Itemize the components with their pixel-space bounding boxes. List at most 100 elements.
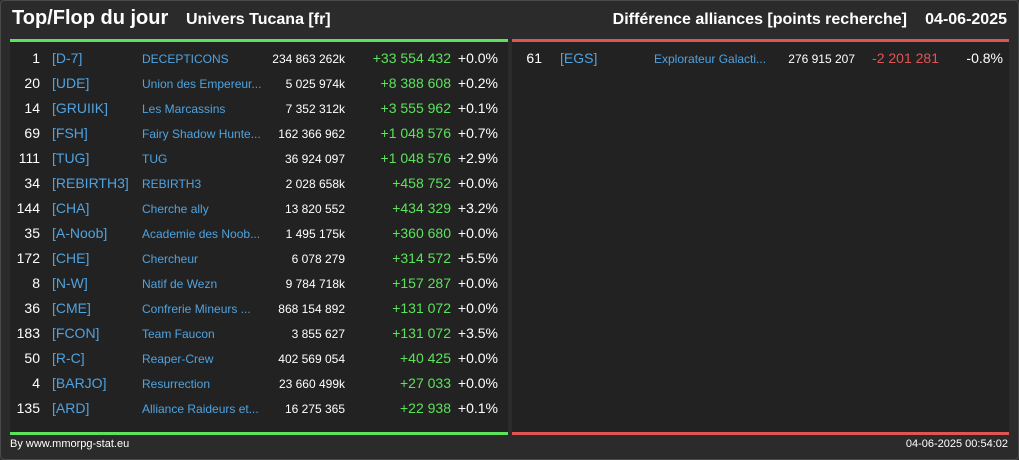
percent-cell: +3.2%: [457, 200, 498, 216]
alliance-name-link[interactable]: REBIRTH3: [142, 177, 202, 191]
table-row: 4 [BARJO] Resurrection 23 660 499k +27 033 +0…: [10, 372, 508, 397]
rank-cell: 20: [24, 75, 40, 91]
points-cell: 6 078 279: [291, 252, 345, 266]
delta-cell: +157 287: [392, 275, 451, 291]
delta-cell: +8 388 608: [380, 75, 451, 91]
percent-cell: +3.5%: [457, 325, 498, 341]
table-row: 183 [FCON] Team Faucon 3 855 627 +131 072 +3.…: [10, 322, 508, 347]
delta-cell: +22 938: [400, 400, 451, 416]
rank-cell: 1: [32, 50, 40, 66]
points-cell: 9 784 718k: [285, 277, 345, 291]
delta-cell: +434 329: [392, 200, 451, 216]
alliance-tag-link[interactable]: [CHA]: [52, 200, 90, 216]
alliance-tag-link[interactable]: [R-C]: [52, 350, 85, 366]
table-row: 35 [A-Noob] Academie des Noob... 1 495 175k…: [10, 222, 508, 247]
alliance-tag-link[interactable]: [REBIRTH3]: [52, 175, 129, 191]
points-cell: 402 569 054: [278, 352, 345, 366]
delta-cell: +33 554 432: [372, 50, 451, 66]
delta-cell: -2 201 281: [872, 50, 939, 66]
universe-label: Univers Tucana [fr]: [186, 11, 331, 28]
points-cell: 2 028 658k: [285, 177, 345, 191]
delta-cell: +131 072: [392, 325, 451, 341]
percent-cell: +0.0%: [457, 50, 498, 66]
alliance-tag-link[interactable]: [BARJO]: [52, 375, 107, 391]
alliance-tag-link[interactable]: [FSH]: [52, 125, 88, 141]
alliance-name-link[interactable]: TUG: [142, 152, 168, 166]
top-divider: [10, 39, 508, 42]
footer-timestamp: 04-06-2025 00:54:02: [905, 438, 1008, 450]
alliance-name-link[interactable]: Confrerie Mineurs ...: [142, 302, 251, 316]
top-divider-bottom: [10, 432, 508, 435]
alliance-name-link[interactable]: Natif de Wezn: [142, 277, 218, 291]
flop-divider: [512, 39, 1009, 42]
rank-cell: 36: [24, 300, 40, 316]
percent-cell: -0.8%: [966, 50, 1003, 66]
alliance-name-link[interactable]: Les Marcassins: [142, 102, 226, 116]
delta-cell: +40 425: [400, 350, 451, 366]
alliance-tag-link[interactable]: [FCON]: [52, 325, 100, 341]
table-row: 69 [FSH] Fairy Shadow Hunte... 162 366 962 +…: [10, 122, 508, 147]
percent-cell: +0.2%: [457, 75, 498, 91]
rank-cell: 8: [32, 275, 40, 291]
points-cell: 36 924 097: [284, 152, 345, 166]
table-row: 34 [REBIRTH3] REBIRTH3 2 028 658k +458 752 +0…: [10, 172, 508, 197]
alliance-tag-link[interactable]: [A-Noob]: [52, 225, 108, 241]
percent-cell: +0.1%: [457, 100, 498, 116]
alliance-tag-link[interactable]: [CME]: [52, 300, 91, 316]
points-cell: 1 495 175k: [285, 227, 345, 241]
points-cell: 276 915 207: [788, 52, 855, 66]
table-row: 61 [EGS] Explorateur Galacti... 276 915 207…: [512, 47, 1009, 72]
table-row: 111 [TUG] TUG 36 924 097 +1 048 576 +2.9%: [10, 147, 508, 172]
table-row: 8 [N-W] Natif de Wezn 9 784 718k +157 287 +0.…: [10, 272, 508, 297]
points-cell: 16 275 365: [284, 402, 345, 416]
rank-cell: 135: [16, 400, 40, 416]
alliance-name-link[interactable]: Reaper-Crew: [142, 352, 214, 366]
percent-cell: +0.1%: [457, 400, 498, 416]
alliance-name-link[interactable]: Alliance Raideurs et...: [142, 402, 259, 416]
points-cell: 7 352 312k: [285, 102, 345, 116]
percent-cell: +0.0%: [457, 350, 498, 366]
delta-cell: +3 555 962: [380, 100, 451, 116]
alliance-tag-link[interactable]: [CHE]: [52, 250, 90, 266]
points-cell: 5 025 974k: [285, 77, 345, 91]
alliance-name-link[interactable]: DECEPTICONS: [142, 52, 229, 66]
delta-cell: +360 680: [392, 225, 451, 241]
rank-cell: 69: [24, 125, 40, 141]
top-panel: 1 [D-7] DECEPTICONS 234 863 262k +33 554 432…: [10, 39, 508, 435]
alliance-name-link[interactable]: Union des Empereur...: [142, 77, 262, 91]
rank-cell: 50: [24, 350, 40, 366]
points-cell: 13 820 552: [284, 202, 345, 216]
table-row: 50 [R-C] Reaper-Crew 402 569 054 +40 425 +0.0…: [10, 347, 508, 372]
alliance-name-link[interactable]: Chercheur: [142, 252, 199, 266]
points-cell: 3 855 627: [291, 327, 345, 341]
points-cell: 162 366 962: [278, 127, 345, 141]
alliance-name-link[interactable]: Team Faucon: [142, 327, 215, 341]
alliance-name-link[interactable]: Cherche ally: [142, 202, 209, 216]
table-row: 135 [ARD] Alliance Raideurs et... 16 275 36…: [10, 397, 508, 422]
delta-cell: +1 048 576: [380, 150, 451, 166]
points-cell: 23 660 499k: [278, 377, 345, 391]
alliance-name-link[interactable]: Explorateur Galacti...: [654, 52, 767, 66]
alliance-tag-link[interactable]: [UDE]: [52, 75, 90, 91]
alliance-name-link[interactable]: Fairy Shadow Hunte...: [142, 127, 261, 141]
percent-cell: +0.0%: [457, 175, 498, 191]
alliance-name-link[interactable]: Resurrection: [142, 377, 211, 391]
rank-cell: 111: [18, 150, 40, 166]
rank-cell: 14: [24, 100, 40, 116]
table-row: 14 [GRUIIK] Les Marcassins 7 352 312k +3 555…: [10, 97, 508, 122]
alliance-tag-link[interactable]: [ARD]: [52, 400, 90, 416]
alliance-tag-link[interactable]: [TUG]: [52, 150, 90, 166]
percent-cell: +0.7%: [457, 125, 498, 141]
alliance-tag-link[interactable]: [N-W]: [52, 275, 88, 291]
rank-cell: 61: [526, 50, 542, 66]
rank-cell: 172: [16, 250, 40, 266]
alliance-tag-link[interactable]: [GRUIIK]: [52, 100, 109, 116]
table-row: 144 [CHA] Cherche ally 13 820 552 +434 329 +3…: [10, 197, 508, 222]
flop-divider-bottom: [512, 432, 1009, 435]
points-cell: 234 863 262k: [272, 52, 345, 66]
alliance-tag-link[interactable]: [D-7]: [52, 50, 83, 66]
alliance-name-link[interactable]: Academie des Noob...: [142, 227, 261, 241]
alliance-tag-link[interactable]: [EGS]: [560, 50, 598, 66]
percent-cell: +5.5%: [457, 250, 498, 266]
percent-cell: +0.0%: [457, 275, 498, 291]
